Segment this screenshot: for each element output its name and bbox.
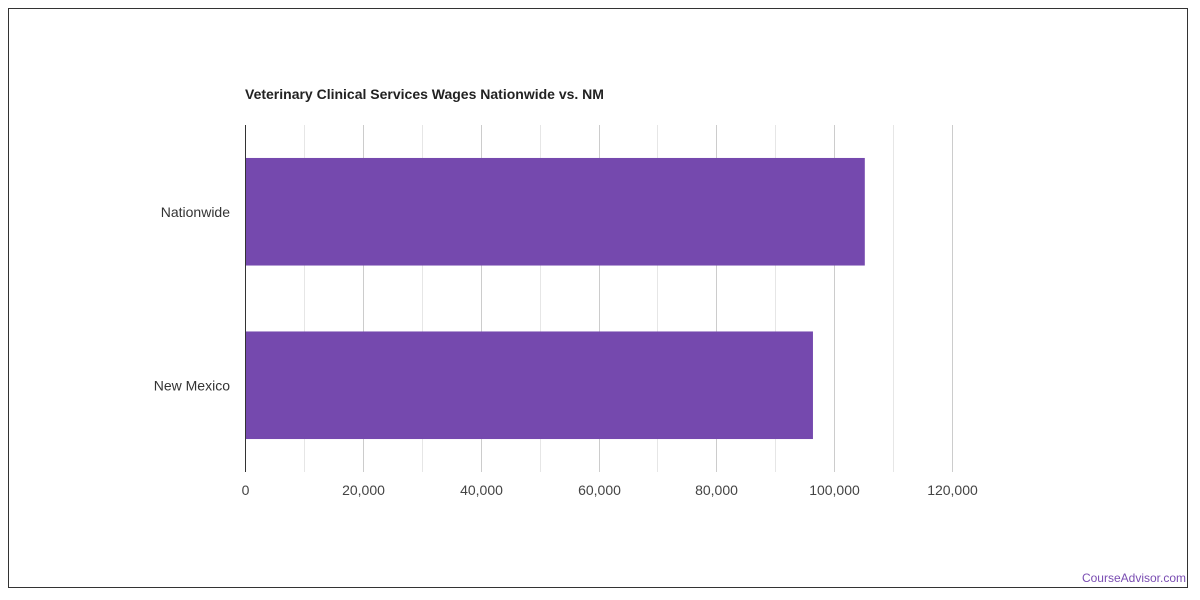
x-tick-label: 120,000 [927, 482, 978, 498]
x-tick-label: 60,000 [578, 482, 621, 498]
y-category-label: Nationwide [161, 204, 230, 220]
chart-frame [8, 8, 1188, 588]
y-category-label: New Mexico [154, 377, 230, 393]
watermark-link[interactable]: CourseAdvisor.com [1081, 571, 1186, 585]
bar-nationwide [245, 157, 865, 266]
x-tick-label: 100,000 [809, 482, 860, 498]
bar-new-mexico [245, 331, 813, 440]
x-tick-label: 80,000 [695, 482, 738, 498]
chart-title: Veterinary Clinical Services Wages Natio… [245, 86, 604, 102]
x-tick-label: 40,000 [460, 482, 503, 498]
x-tick-label: 20,000 [342, 482, 385, 498]
x-tick-label: 0 [242, 482, 250, 498]
